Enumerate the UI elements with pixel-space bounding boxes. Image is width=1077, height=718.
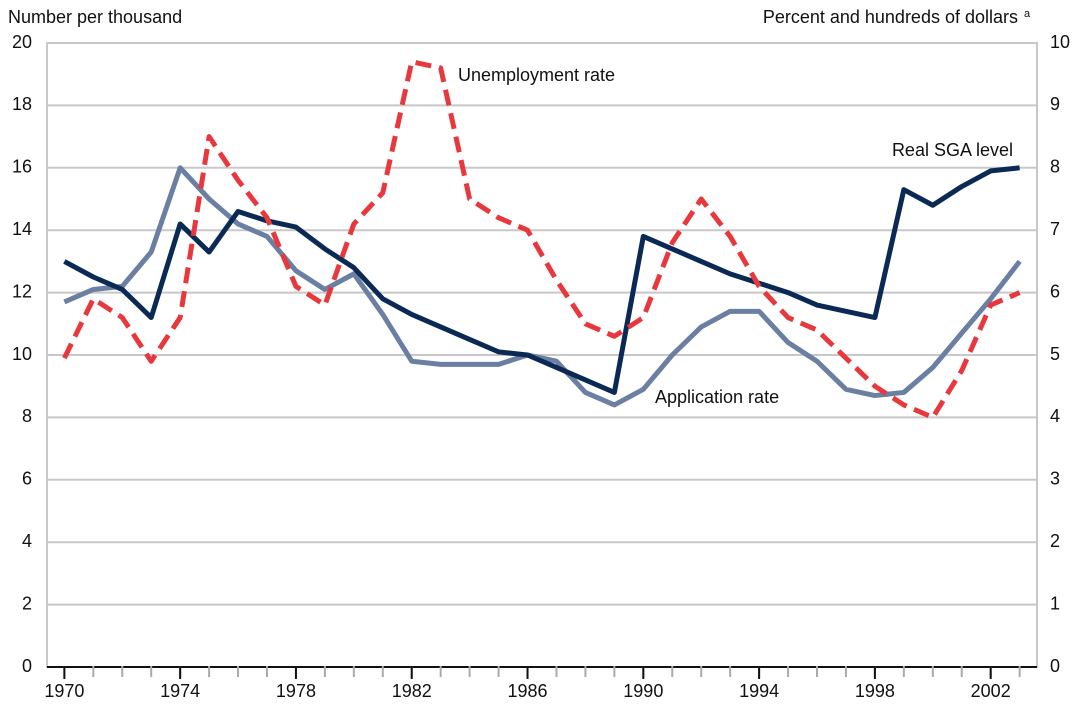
y2-tick-label: 2 — [1050, 531, 1060, 551]
series-label: Unemployment rate — [458, 65, 615, 85]
series-label: Application rate — [655, 387, 779, 407]
y2-axis-label: Percent and hundreds of dollars — [763, 7, 1018, 27]
y2-tick-label: 9 — [1050, 94, 1060, 114]
y-tick-label: 14 — [12, 219, 32, 239]
x-tick-label: 1990 — [623, 681, 663, 701]
x-tick-label: 1994 — [739, 681, 779, 701]
x-tick-label: 1982 — [392, 681, 432, 701]
y2-tick-label: 10 — [1050, 32, 1070, 52]
y2-tick-label: 0 — [1050, 656, 1060, 676]
y2-axis-note: a — [1024, 8, 1031, 20]
y-tick-label: 6 — [22, 469, 32, 489]
y-axis-label: Number per thousand — [8, 7, 182, 27]
x-tick-label: 1998 — [855, 681, 895, 701]
y2-tick-label: 3 — [1050, 469, 1060, 489]
x-tick-label: 1974 — [160, 681, 200, 701]
y2-tick-label: 5 — [1050, 344, 1060, 364]
series-label: Real SGA level — [892, 140, 1013, 160]
y-tick-label: 16 — [12, 157, 32, 177]
y-tick-label: 2 — [22, 593, 32, 613]
series-line — [62, 59, 1021, 420]
x-tick-label: 2002 — [971, 681, 1011, 701]
y-tick-label: 10 — [12, 344, 32, 364]
y-tick-label: 12 — [12, 281, 32, 301]
x-tick-label: 1986 — [508, 681, 548, 701]
y-tick-label: 20 — [12, 32, 32, 52]
y-tick-label: 18 — [12, 94, 32, 114]
y-tick-label: 4 — [22, 531, 32, 551]
y-tick-label: 0 — [22, 656, 32, 676]
y2-tick-label: 6 — [1050, 281, 1060, 301]
x-tick-label: 1970 — [44, 681, 84, 701]
series-line — [63, 165, 1020, 395]
y2-tick-label: 4 — [1050, 406, 1060, 426]
y2-tick-label: 7 — [1050, 219, 1060, 239]
y-tick-label: 8 — [22, 406, 32, 426]
x-tick-label: 1978 — [276, 681, 316, 701]
series-line — [63, 165, 1022, 408]
y2-tick-label: 8 — [1050, 157, 1060, 177]
y2-tick-label: 1 — [1050, 593, 1060, 613]
